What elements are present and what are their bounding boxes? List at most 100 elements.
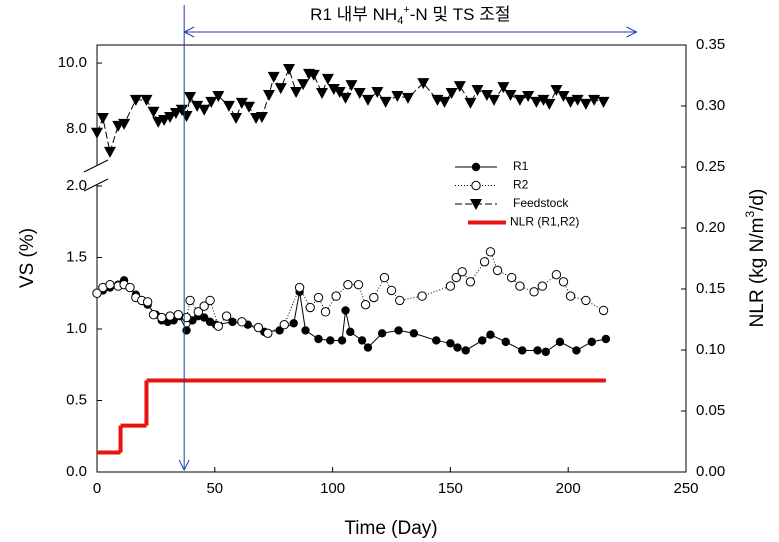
marker [184,91,197,103]
marker [346,327,355,337]
marker [395,295,405,306]
marker [279,320,290,330]
marker [497,82,510,94]
marker [313,292,324,303]
y-axis-title: VS (%) [17,228,38,288]
marker [537,281,547,291]
marker [357,336,367,345]
marker [471,85,484,97]
y2-tick-label: 0.20 [696,219,725,236]
marker [597,96,610,108]
y2-tick-label: 0.00 [696,463,725,480]
marker [262,89,275,101]
x-tick-label: 100 [320,480,345,497]
marker [486,330,495,339]
y2-tick-label: 0.30 [696,97,725,114]
marker [379,96,392,108]
marker [173,310,183,320]
marker [230,112,243,124]
marker [446,339,455,348]
marker [543,98,556,110]
marker [237,317,247,327]
legend-label: R1 [513,159,529,173]
marker [363,343,373,352]
marker [314,334,323,344]
marker [253,322,264,333]
marker [391,90,404,102]
legend-marker [471,180,481,191]
y2-title-sup: 3 [743,211,757,218]
marker [445,88,458,99]
y2-tick-label: 0.25 [696,158,725,175]
marker [148,310,159,320]
marker [142,297,153,307]
marker [541,347,551,357]
marker [290,87,303,99]
marker [361,94,374,106]
marker [478,336,487,345]
marker [550,85,563,97]
marker [587,337,596,347]
marker [557,90,570,102]
marker [601,334,611,344]
marker [438,96,451,108]
y2-tick-label: 0.05 [696,402,725,419]
marker [598,305,609,316]
marker [533,346,542,355]
marker [453,343,462,352]
marker [297,79,310,91]
marker [417,78,430,90]
marker [181,312,192,323]
marker [518,346,527,355]
annotation-arrowhead [178,459,190,472]
y-tick-label: 10.0 [58,54,87,71]
annotation-sub: 4 [397,15,403,27]
y2-title-part: /d) [747,189,768,211]
marker [326,336,335,345]
marker [369,292,379,303]
marker [164,112,177,123]
marker [185,295,195,306]
marker [461,346,470,355]
marker [529,287,539,297]
marker [175,104,188,116]
x-tick-label: 0 [93,480,101,497]
marker [360,299,371,310]
y-tick-label: 1.0 [66,320,87,337]
y2-tick-label: 0.10 [696,341,725,358]
axis-break-mark [83,159,109,173]
marker [537,94,550,106]
marker [480,89,493,101]
marker [327,84,340,96]
marker [180,111,193,123]
marker [274,83,287,95]
marker [558,277,569,287]
marker [377,329,387,338]
marker [92,288,102,298]
y-tick-label: 8.0 [66,120,87,137]
marker [401,92,414,104]
marker [118,118,131,130]
marker [199,301,209,311]
legend-label: NLR (R1,R2) [510,215,579,229]
marker [371,87,384,99]
marker [337,336,347,345]
marker [555,337,565,347]
marker [283,64,296,75]
marker [341,306,350,315]
marker [140,94,153,106]
marker [572,346,581,355]
y2-tick-label: 0.35 [696,36,725,53]
y2-title-part: NLR (kg N/m [747,218,768,328]
marker [294,282,305,293]
marker [331,291,341,301]
y-tick-label: 2.0 [66,177,87,194]
marker [551,269,562,280]
marker [235,97,248,109]
marker [579,98,592,110]
marker [465,277,476,287]
marker [343,279,353,290]
marker [182,326,191,335]
marker [492,265,503,276]
series-line [96,67,604,154]
